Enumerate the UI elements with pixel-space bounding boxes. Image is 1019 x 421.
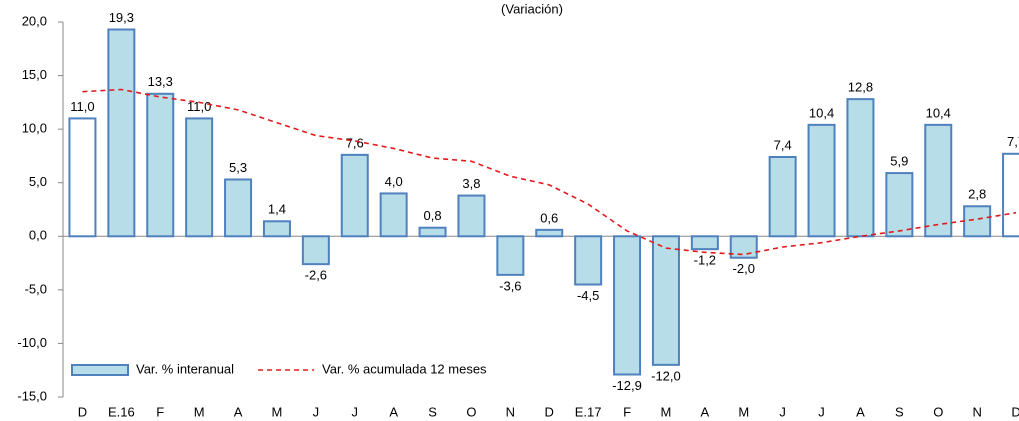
bar [651, 235, 680, 366]
x-tick-label: J [779, 404, 786, 419]
x-tick-label: E.17 [575, 404, 602, 419]
bar [535, 228, 564, 238]
legend-label: Var. % acumulada 12 meses [322, 361, 487, 376]
x-tick-label: M [738, 404, 749, 419]
bar [574, 235, 603, 286]
value-label: 3,8 [462, 176, 480, 191]
x-tick-label: M [661, 404, 672, 419]
y-tick-label: 10,0 [22, 121, 47, 136]
bar [224, 178, 253, 238]
value-label: 7,4 [774, 137, 792, 152]
bar [107, 28, 136, 238]
y-tick-label: 5,0 [29, 174, 47, 189]
bar [146, 92, 175, 238]
value-label: 10,4 [926, 105, 951, 120]
value-label: 2,8 [968, 187, 986, 202]
bar [262, 220, 291, 238]
x-tick-label: A [234, 404, 243, 419]
x-tick-label: A [389, 404, 398, 419]
bar [924, 123, 953, 238]
value-label: -4,5 [577, 288, 599, 303]
bar [807, 123, 836, 238]
x-tick-label: M [194, 404, 205, 419]
x-tick-label: F [623, 404, 631, 419]
x-tick-label: J [352, 404, 359, 419]
value-label: 12,8 [848, 80, 873, 95]
legend-swatch [71, 364, 129, 376]
value-label: 11,0 [187, 99, 211, 114]
x-tick-label: O [466, 404, 476, 419]
value-label: 13,3 [148, 74, 173, 89]
x-tick-label: F [156, 404, 164, 419]
line [82, 88, 1017, 256]
x-tick-label: A [701, 404, 710, 419]
chart-title: (Variación) [501, 1, 563, 16]
legend-label: Var. % interanual [136, 361, 234, 376]
y-tick-label: -10,0 [17, 335, 47, 350]
value-label: 7,7 [1007, 134, 1019, 149]
bar [846, 98, 875, 238]
value-label: -2,0 [733, 261, 755, 276]
bar [457, 194, 486, 238]
bar [418, 226, 447, 238]
bar [379, 192, 408, 238]
bar [340, 153, 369, 238]
value-label: -12,9 [612, 378, 642, 393]
value-label: 0,6 [540, 210, 558, 225]
value-label: 4,0 [385, 174, 403, 189]
x-tick-label: N [506, 404, 515, 419]
value-label: -12,0 [651, 368, 681, 383]
x-tick-label: S [895, 404, 904, 419]
bar [963, 205, 992, 238]
value-label: 5,3 [229, 160, 247, 175]
y-tick-label: -5,0 [25, 281, 47, 296]
y-tick-label: 20,0 [22, 13, 47, 28]
value-label: -3,6 [499, 278, 521, 293]
bar [729, 235, 758, 259]
bar [885, 172, 914, 238]
bar [185, 117, 214, 238]
bar [1002, 152, 1019, 238]
bar [690, 235, 719, 251]
x-tick-label: D [545, 404, 554, 419]
x-tick-label: N [972, 404, 981, 419]
x-tick-label: S [428, 404, 437, 419]
value-label: 19,3 [109, 10, 134, 25]
value-label: 11,0 [70, 99, 94, 114]
y-tick-label: -15,0 [17, 388, 47, 403]
value-label: -1,2 [694, 253, 716, 268]
x-tick-label: J [818, 404, 825, 419]
bar [496, 235, 525, 276]
x-tick-label: D [1011, 404, 1019, 419]
x-tick-label: A [856, 404, 865, 419]
value-label: 7,6 [346, 135, 364, 150]
bar [68, 117, 97, 238]
value-label: 10,4 [809, 105, 834, 120]
y-tick-label: 0,0 [29, 228, 47, 243]
y-tick-label: 15,0 [22, 67, 47, 82]
x-tick-label: E.16 [108, 404, 135, 419]
x-tick-label: M [272, 404, 283, 419]
bar [301, 235, 330, 266]
value-label: 1,4 [268, 202, 286, 217]
x-tick-label: D [78, 404, 87, 419]
bar [768, 156, 797, 238]
value-label: 5,9 [890, 154, 908, 169]
x-tick-label: J [313, 404, 320, 419]
value-label: -2,6 [305, 268, 327, 283]
value-label: 0,8 [424, 208, 442, 223]
bar [613, 235, 642, 376]
x-tick-label: O [933, 404, 943, 419]
